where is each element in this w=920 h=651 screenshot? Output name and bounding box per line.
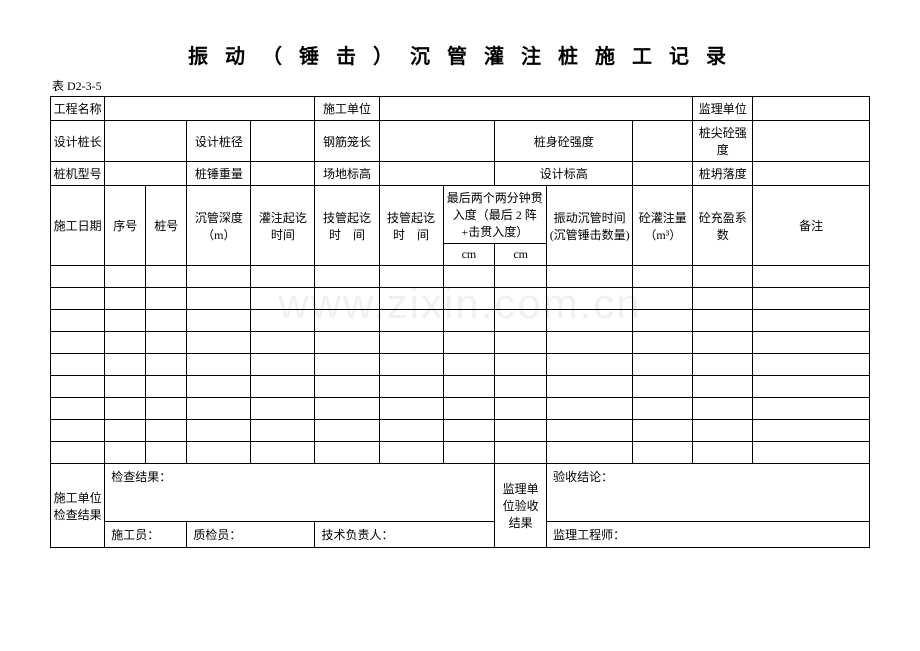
label-tip-strength: 桩尖砼强度 bbox=[693, 121, 753, 162]
label-hammer-weight: 桩锤重量 bbox=[187, 162, 251, 186]
table-row bbox=[51, 420, 870, 442]
value-hammer-weight bbox=[251, 162, 315, 186]
value-body-strength bbox=[633, 121, 693, 162]
label-machine-model: 桩机型号 bbox=[51, 162, 105, 186]
col-cm-2: cm bbox=[495, 244, 547, 266]
label-cage-length: 钢筋笼长 bbox=[315, 121, 379, 162]
value-machine-model bbox=[105, 162, 187, 186]
col-concrete-vol: 砼灌注量（m³） bbox=[633, 186, 693, 266]
col-seq: 序号 bbox=[105, 186, 146, 266]
label-construction-check: 施工单位检查结果 bbox=[51, 464, 105, 548]
value-design-diameter bbox=[251, 121, 315, 162]
value-ground-elev bbox=[379, 162, 495, 186]
label-jlgcs: 监理工程师： bbox=[547, 522, 870, 548]
page-title: 振 动 （ 锤 击 ） 沉 管 灌 注 桩 施 工 记 录 bbox=[50, 40, 870, 69]
label-zjy: 质检员： bbox=[187, 522, 315, 548]
label-design-length: 设计桩长 bbox=[51, 121, 105, 162]
column-header-row-1: 施工日期 序号 桩号 沉管深度（m） 灌注起讫时间 技管起讫时 间 技管起讫时 … bbox=[51, 186, 870, 244]
table-row bbox=[51, 354, 870, 376]
col-depth: 沉管深度（m） bbox=[187, 186, 251, 266]
table-row bbox=[51, 332, 870, 354]
value-supervision-unit bbox=[753, 97, 870, 121]
value-tip-strength bbox=[753, 121, 870, 162]
table-row bbox=[51, 442, 870, 464]
col-remark: 备注 bbox=[753, 186, 870, 266]
check-result-block: 检查结果： bbox=[105, 464, 495, 522]
label-project-name: 工程名称 bbox=[51, 97, 105, 121]
value-design-elev bbox=[633, 162, 693, 186]
col-date: 施工日期 bbox=[51, 186, 105, 266]
header-row-1: 工程名称 施工单位 监理单位 bbox=[51, 97, 870, 121]
label-slump: 桩坍落度 bbox=[693, 162, 753, 186]
table-row bbox=[51, 398, 870, 420]
value-design-length bbox=[105, 121, 187, 162]
label-ground-elev: 场地标高 bbox=[315, 162, 379, 186]
col-cm-1: cm bbox=[443, 244, 495, 266]
table-row bbox=[51, 310, 870, 332]
col-fill-ratio: 砼充盈系数 bbox=[693, 186, 753, 266]
label-jsfzr: 技术负责人： bbox=[315, 522, 495, 548]
col-tech-time-2: 技管起讫时 间 bbox=[379, 186, 443, 266]
main-table: 工程名称 施工单位 监理单位 设计桩长 设计桩径 钢筋笼长 桩身砼强度 桩尖砼强… bbox=[50, 96, 870, 548]
label-design-diameter: 设计桩径 bbox=[187, 121, 251, 162]
footer-row-2: 施工员： 质检员： 技术负责人： 监理工程师： bbox=[51, 522, 870, 548]
label-construction-unit: 施工单位 bbox=[315, 97, 379, 121]
value-project-name bbox=[105, 97, 315, 121]
label-supervision-accept: 监理单位验收结果 bbox=[495, 464, 547, 548]
col-vibration-time: 振动沉管时间(沉管锤击数量) bbox=[547, 186, 633, 266]
label-supervision-unit: 监理单位 bbox=[693, 97, 753, 121]
col-penetration-group: 最后两个两分钟贯入度（最后 2 阵+击贯入度） bbox=[443, 186, 547, 244]
label-body-strength: 桩身砼强度 bbox=[495, 121, 633, 162]
table-row bbox=[51, 288, 870, 310]
value-slump bbox=[753, 162, 870, 186]
col-pour-time: 灌注起讫时间 bbox=[251, 186, 315, 266]
value-construction-unit bbox=[379, 97, 693, 121]
accept-result-block: 验收结论： bbox=[547, 464, 870, 522]
table-row bbox=[51, 266, 870, 288]
value-cage-length bbox=[379, 121, 495, 162]
col-tech-time-1: 技管起讫时 间 bbox=[315, 186, 379, 266]
header-row-3: 桩机型号 桩锤重量 场地标高 设计标高 桩坍落度 bbox=[51, 162, 870, 186]
label-design-elev: 设计标高 bbox=[495, 162, 633, 186]
col-pile-no: 桩号 bbox=[146, 186, 187, 266]
label-sgy: 施工员： bbox=[105, 522, 187, 548]
form-code: 表 D2-3-5 bbox=[50, 77, 870, 94]
table-row bbox=[51, 376, 870, 398]
footer-row-1: 施工单位检查结果 检查结果： 监理单位验收结果 验收结论： bbox=[51, 464, 870, 522]
header-row-2: 设计桩长 设计桩径 钢筋笼长 桩身砼强度 桩尖砼强度 bbox=[51, 121, 870, 162]
